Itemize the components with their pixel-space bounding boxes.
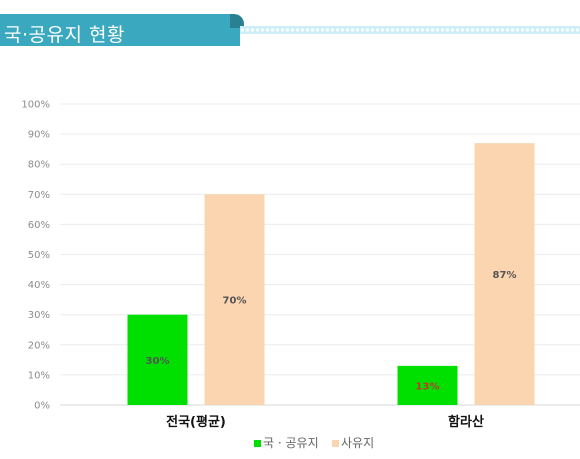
header-tab bbox=[0, 14, 244, 46]
data-label: 13% bbox=[416, 381, 440, 392]
bar-public-land bbox=[127, 314, 188, 405]
y-tick-label: 70% bbox=[28, 190, 50, 201]
y-tick-label: 50% bbox=[28, 250, 50, 261]
bar-private-land bbox=[474, 143, 535, 405]
y-tick-label: 10% bbox=[28, 370, 50, 381]
y-tick-label: 60% bbox=[28, 220, 50, 231]
y-tick-label: 30% bbox=[28, 310, 50, 321]
page-title: 국·공유지 현황 bbox=[4, 24, 125, 46]
legend-label: 사유지 bbox=[341, 436, 374, 450]
header-decoration-strip bbox=[240, 26, 580, 34]
y-tick-label: 20% bbox=[28, 340, 50, 351]
y-tick-label: 40% bbox=[28, 280, 50, 291]
legend-swatch bbox=[332, 440, 339, 447]
x-category-label: 전국(평균) bbox=[166, 414, 226, 430]
data-label: 70% bbox=[223, 296, 247, 307]
y-tick-label: 0% bbox=[34, 401, 50, 412]
y-tick-label: 90% bbox=[28, 130, 50, 141]
bar-public-land bbox=[397, 365, 458, 405]
x-category-label: 함라산 bbox=[448, 414, 484, 430]
y-tick-label: 100% bbox=[21, 100, 50, 111]
bar-private-land bbox=[204, 194, 265, 405]
data-label: 30% bbox=[146, 356, 170, 367]
legend-label: 국 · 공유지 bbox=[263, 436, 319, 450]
y-tick-label: 80% bbox=[28, 160, 50, 171]
data-label: 87% bbox=[493, 270, 517, 281]
legend-swatch bbox=[254, 440, 261, 447]
